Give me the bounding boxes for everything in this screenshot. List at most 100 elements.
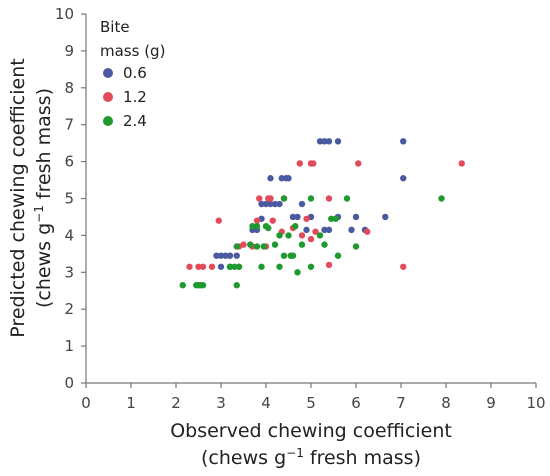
x-axis-ticks: 0 1 2 3 4 5 6 7 8 9 10 (81, 383, 546, 412)
x-tick-label: 3 (216, 394, 226, 412)
x-tick-label: 5 (306, 394, 316, 412)
x-axis-unit-sup: −1 (286, 446, 304, 460)
data-point (253, 243, 261, 250)
data-point (265, 224, 272, 232)
y-tick-label: 6 (64, 153, 74, 171)
data-point (325, 261, 333, 269)
data-point (256, 195, 263, 202)
data-point (307, 263, 315, 270)
data-point (332, 215, 339, 222)
data-point (231, 263, 238, 270)
data-point (179, 282, 186, 289)
x-tick-label: 10 (526, 394, 545, 412)
data-point (400, 175, 407, 182)
data-point (233, 243, 240, 250)
data-point (253, 217, 261, 224)
data-point (294, 213, 301, 221)
data-point (298, 232, 306, 239)
data-point (285, 175, 292, 182)
legend-title-line2: mass (g) (100, 42, 165, 60)
data-point (208, 263, 216, 270)
legend: Bite mass (g) 0.6 1.2 2.4 (100, 18, 165, 130)
y-tick-label: 7 (64, 116, 74, 134)
y-axis-unit-sup: −1 (32, 205, 46, 223)
y-axis-title-line1: Predicted chewing coefficient (7, 58, 29, 337)
y-axis-title: Predicted chewing coefficient (chews g−1… (7, 58, 55, 337)
data-point (321, 226, 328, 234)
data-point (352, 243, 360, 250)
data-point (325, 138, 333, 145)
y-tick-label: 5 (64, 190, 74, 208)
data-point (307, 195, 315, 202)
data-point (262, 200, 270, 208)
y-tick-label: 8 (64, 79, 74, 97)
data-point (226, 252, 234, 259)
data-point (292, 222, 299, 230)
x-tick-label: 7 (396, 394, 406, 412)
series-2.4-points (179, 195, 445, 289)
data-point (400, 138, 407, 145)
x-axis-unit-post: fresh mass) (304, 447, 421, 469)
data-point (267, 195, 274, 202)
legend-title-line1: Bite (100, 18, 130, 36)
data-point (195, 263, 202, 270)
x-axis-title-line1: Observed chewing coefficient (170, 420, 452, 442)
legend-label: 2.4 (123, 112, 147, 130)
x-tick-label: 6 (351, 394, 361, 412)
data-point (303, 226, 310, 234)
data-point (325, 195, 333, 202)
data-point (382, 213, 389, 221)
x-tick-label: 0 (81, 394, 91, 412)
data-point (285, 232, 292, 239)
data-point (321, 138, 328, 145)
data-point (348, 226, 355, 234)
data-point (334, 138, 342, 145)
data-point (343, 195, 351, 202)
y-axis-unit-pre: (chews g (33, 223, 55, 308)
data-point (276, 232, 283, 239)
y-tick-label: 9 (64, 42, 74, 60)
data-point (226, 263, 234, 270)
x-axis-title-line2: (chews g−1 fresh mass) (201, 446, 421, 469)
series-0.6-points (213, 138, 407, 270)
data-point (334, 252, 342, 259)
data-point (267, 175, 274, 182)
data-point (217, 263, 225, 270)
data-point (312, 228, 319, 235)
data-point (298, 200, 306, 208)
y-axis-title-line2: (chews g−1 fresh mass) (32, 88, 55, 308)
data-point (217, 252, 225, 259)
data-point (298, 241, 306, 248)
data-point (247, 241, 254, 248)
data-point (271, 241, 279, 248)
data-point (310, 160, 317, 167)
x-tick-label: 4 (261, 394, 271, 412)
data-point (249, 222, 256, 230)
data-point (280, 252, 288, 259)
legend-label: 1.2 (123, 88, 147, 106)
data-point (267, 200, 274, 208)
data-point (276, 263, 283, 270)
data-point (438, 195, 445, 202)
data-point (235, 263, 243, 270)
data-point (316, 232, 324, 239)
data-point (325, 226, 333, 234)
data-point (199, 263, 207, 270)
y-axis-ticks: 0 1 2 3 4 5 6 7 8 9 10 (55, 5, 86, 392)
data-point (296, 160, 303, 167)
legend-marker (103, 92, 113, 102)
data-point (352, 213, 360, 221)
y-tick-label: 10 (55, 5, 74, 23)
data-point (199, 282, 207, 289)
y-tick-label: 0 (64, 374, 74, 392)
data-point (213, 252, 220, 259)
data-point (458, 160, 465, 167)
data-point (289, 213, 297, 221)
data-point (215, 217, 222, 224)
data-point (233, 252, 240, 259)
data-point (280, 195, 288, 202)
x-axis-title: Observed chewing coefficient (chews g−1 … (170, 420, 452, 469)
legend-marker (103, 68, 113, 78)
data-point (364, 228, 371, 235)
y-tick-label: 4 (64, 226, 74, 244)
